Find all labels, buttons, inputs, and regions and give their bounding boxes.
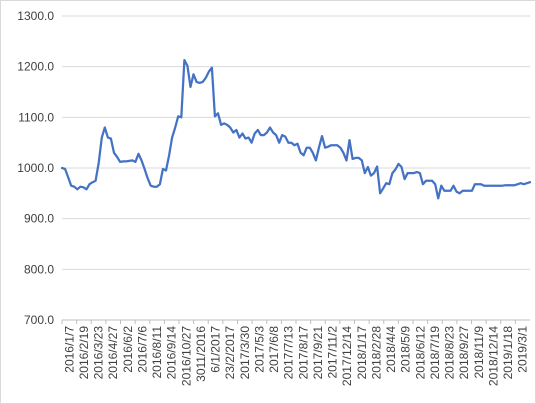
x-tick-label: 2017/7/13 [282, 326, 296, 380]
series [60, 58, 532, 200]
x-tick-label: 2018/7/19 [428, 326, 442, 380]
y-tick-label: 1300.0 [17, 9, 54, 23]
x-tick-label: 2016/7/6 [135, 326, 149, 373]
x-tick-label: 2018/2/28 [369, 326, 383, 380]
y-tick-label: 1100.0 [18, 110, 54, 124]
series-line [60, 58, 532, 200]
y-axis: 700.0 800.0 900.0 1000.0 1100.0 1200.0 1300.0 [17, 9, 54, 327]
x-tick-label: 2017/11/2 [326, 326, 340, 379]
y-tick-label: 1200.0 [17, 60, 54, 74]
x-tick-label: 3011/2016 [194, 326, 208, 382]
y-tick-label: 700.0 [24, 313, 54, 327]
x-tick-label: 2017/5/3 [252, 326, 266, 373]
x-tick-label: 2018/4/4 [384, 326, 398, 373]
y-tick-label: 900.0 [24, 212, 54, 226]
x-tick-label: 2018/6/12 [413, 326, 427, 380]
x-axis: 2016/1/7 2016/2/19 2016/3/23 2016/4/27 2016/… [61, 319, 530, 386]
x-tick-label: 2016/9/14 [165, 326, 179, 380]
x-tick-label: 2018/9/27 [457, 326, 471, 380]
x-tick-label: 2016/1/7 [62, 326, 76, 373]
y-tick-label: 1000.0 [17, 161, 54, 175]
x-tick-label: 2017/9/21 [311, 326, 325, 380]
x-tick-label: 2018/8/23 [443, 326, 457, 380]
x-tick-label: 2018/1/17 [355, 326, 369, 380]
x-tick-label: 2016/3/23 [92, 326, 106, 380]
x-tick-label: 2019/3/1 [516, 326, 530, 373]
x-tick-label: 2016/10/27 [179, 326, 193, 386]
x-tick-label: 2016/4/27 [106, 326, 120, 380]
x-tick-label: 23/2/2017 [223, 326, 237, 380]
x-tick-label: 2017/6/8 [267, 326, 281, 373]
x-tick-label: 6/1/2017 [209, 326, 223, 373]
x-tick-label: 2018/12/14 [486, 326, 500, 386]
x-tick-label: 2017/3/30 [238, 326, 252, 380]
x-tick-label: 2017/8/17 [296, 326, 310, 380]
y-tick-label: 800.0 [24, 262, 54, 276]
x-tick-label: 2018/11/9 [472, 326, 486, 379]
x-tick-label: 2019/1/18 [501, 326, 515, 380]
gridlines [62, 15, 530, 321]
x-tick-label: 2016/2/19 [77, 326, 91, 380]
x-tick-label: 2016/8/11 [150, 326, 164, 379]
x-tick-label: 2017/12/14 [340, 326, 354, 386]
x-tick-label: 2018/5/9 [399, 326, 413, 373]
x-tick-label: 2016/6/2 [121, 326, 135, 373]
